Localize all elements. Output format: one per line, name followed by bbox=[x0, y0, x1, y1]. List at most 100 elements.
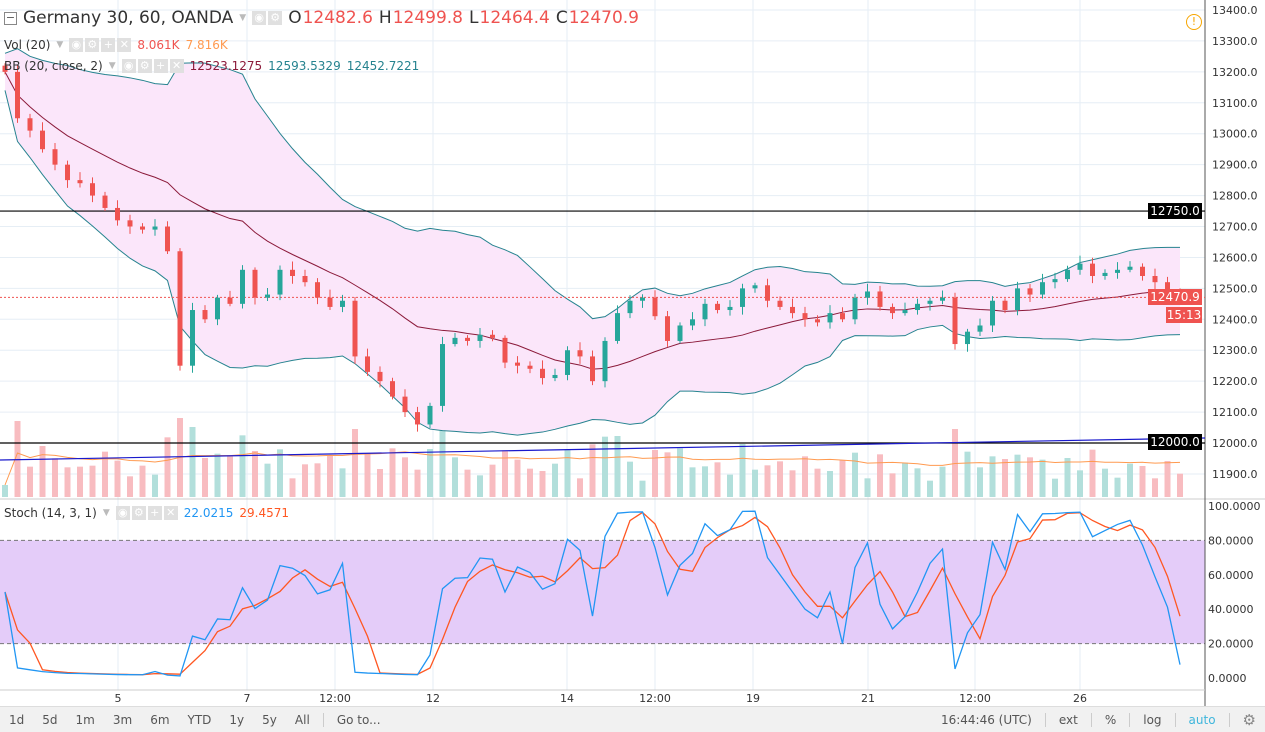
volume-bar bbox=[427, 449, 433, 497]
volume-bar bbox=[14, 421, 21, 497]
price-tick: 11900.0 bbox=[1212, 468, 1258, 481]
volume-bar bbox=[1064, 458, 1071, 497]
close-icon[interactable]: ✕ bbox=[117, 38, 132, 52]
price-tick: 13000.0 bbox=[1212, 128, 1258, 141]
candle-body bbox=[940, 297, 945, 301]
collapse-icon[interactable]: − bbox=[4, 10, 17, 25]
range-5d[interactable]: 5d bbox=[42, 712, 58, 727]
candle-body bbox=[840, 313, 845, 320]
candle-body bbox=[402, 396, 408, 413]
price-chart[interactable]: 13400.0 13300.0 13200.0 13100.0 13000.0 12900… bbox=[0, 0, 1265, 706]
plus-icon[interactable]: + bbox=[153, 59, 168, 73]
price-tick: 13100.0 bbox=[1212, 97, 1258, 110]
time-tick: 7 bbox=[244, 692, 251, 705]
volume-bar bbox=[339, 468, 346, 497]
range-1d[interactable]: 1d bbox=[9, 712, 25, 727]
volume-bar bbox=[89, 465, 96, 497]
eye-icon[interactable]: ◉ bbox=[115, 506, 130, 520]
range-5y[interactable]: 5y bbox=[262, 712, 277, 727]
candle-body bbox=[990, 300, 995, 326]
candle-body bbox=[802, 313, 808, 320]
volume-bar bbox=[27, 466, 33, 497]
gear-icon[interactable]: ⚙ bbox=[137, 59, 152, 73]
candle-body bbox=[590, 356, 595, 382]
range-3m[interactable]: 3m bbox=[112, 712, 133, 727]
volume-bar bbox=[2, 485, 8, 497]
volume-bar bbox=[827, 471, 833, 497]
candle-body bbox=[152, 226, 158, 230]
candle-body bbox=[452, 337, 458, 345]
volume-bar bbox=[214, 453, 221, 497]
candle-body bbox=[815, 319, 820, 323]
time-tick: 26 bbox=[1073, 692, 1087, 705]
range-1y[interactable]: 1y bbox=[229, 712, 245, 727]
chevron-down-icon[interactable]: ▼ bbox=[239, 13, 247, 23]
range-6m[interactable]: 6m bbox=[150, 712, 170, 727]
volume-bar bbox=[1089, 449, 1096, 497]
clock-time[interactable]: 16:44:46 (UTC) bbox=[940, 712, 1032, 727]
gear-icon[interactable]: ⚙ bbox=[85, 38, 100, 52]
candle-body bbox=[27, 118, 33, 131]
close-icon[interactable]: ✕ bbox=[163, 506, 178, 520]
candle-body bbox=[902, 310, 908, 314]
eye-icon[interactable]: ◉ bbox=[69, 38, 84, 52]
close-icon[interactable]: ✕ bbox=[169, 59, 184, 73]
auto-toggle[interactable]: auto bbox=[1188, 712, 1216, 727]
range-1m[interactable]: 1m bbox=[75, 712, 95, 727]
settings-gear-icon[interactable]: ⚙ bbox=[1242, 710, 1256, 729]
chevron-down-icon[interactable]: ▼ bbox=[102, 508, 110, 518]
volume-bar bbox=[464, 469, 471, 497]
log-toggle[interactable]: log bbox=[1143, 712, 1162, 727]
volume-bar bbox=[864, 478, 871, 497]
open-value: 12482.6 bbox=[302, 8, 373, 28]
candle-body bbox=[627, 300, 633, 314]
candle-body bbox=[502, 337, 508, 363]
candle-body bbox=[302, 275, 308, 283]
candle-body bbox=[877, 291, 883, 307]
candle-body bbox=[1065, 269, 1070, 280]
price-tick: 12000.0 bbox=[1212, 437, 1258, 450]
stoch-tick: 40.0000 bbox=[1208, 603, 1254, 616]
warning-icon[interactable]: ! bbox=[1186, 14, 1202, 30]
candle-body bbox=[215, 297, 220, 320]
eye-icon[interactable]: ◉ bbox=[252, 11, 267, 25]
percent-toggle[interactable]: % bbox=[1104, 712, 1117, 727]
candle-body bbox=[965, 331, 970, 345]
ext-toggle[interactable]: ext bbox=[1058, 712, 1078, 727]
time-tick: 14 bbox=[560, 692, 574, 705]
low-label: L bbox=[469, 8, 479, 28]
candle-body bbox=[1077, 263, 1083, 270]
candle-body bbox=[1102, 272, 1108, 276]
stoch-tick: 60.0000 bbox=[1208, 569, 1254, 582]
volume-bar bbox=[902, 462, 908, 497]
plus-icon[interactable]: + bbox=[147, 506, 162, 520]
gear-icon[interactable]: ⚙ bbox=[131, 506, 146, 520]
time-tick: 12:00 bbox=[959, 692, 991, 705]
candle-body bbox=[527, 365, 533, 369]
volume-bar bbox=[552, 463, 558, 497]
volume-bar bbox=[814, 468, 821, 497]
bb-upper-value: 12593.5329 bbox=[268, 59, 341, 73]
plus-icon[interactable]: + bbox=[101, 38, 116, 52]
gear-icon[interactable]: ⚙ bbox=[268, 11, 283, 25]
chevron-down-icon[interactable]: ▼ bbox=[108, 61, 116, 71]
symbol-title[interactable]: Germany 30, 60, OANDA bbox=[23, 8, 234, 28]
bb-title[interactable]: BB (20, close, 2) bbox=[4, 59, 103, 73]
volume-bar bbox=[239, 435, 246, 497]
goto-button[interactable]: Go to... bbox=[336, 712, 381, 727]
stoch-title[interactable]: Stoch (14, 3, 1) bbox=[4, 506, 97, 520]
volume-bar bbox=[314, 463, 321, 497]
range-ytd[interactable]: YTD bbox=[187, 712, 212, 727]
stoch-band bbox=[0, 540, 1205, 644]
candle-body bbox=[702, 303, 708, 320]
chevron-down-icon[interactable]: ▼ bbox=[56, 40, 64, 50]
eye-icon[interactable]: ◉ bbox=[121, 59, 136, 73]
volume-bar bbox=[227, 456, 233, 497]
price-tick: 12800.0 bbox=[1212, 190, 1258, 203]
time-tick: 19 bbox=[746, 692, 760, 705]
volume-title[interactable]: Vol (20) bbox=[4, 38, 51, 52]
volume-bar bbox=[477, 475, 483, 497]
range-all[interactable]: All bbox=[294, 712, 310, 727]
volume-bar bbox=[514, 459, 521, 497]
volume-bar bbox=[1039, 459, 1046, 497]
